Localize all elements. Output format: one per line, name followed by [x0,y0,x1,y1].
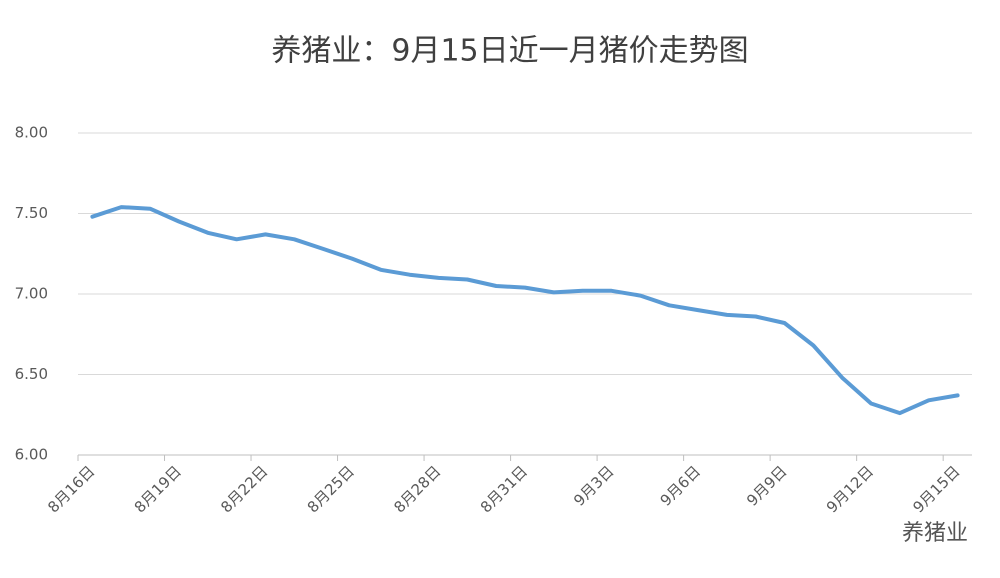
y-tick-label: 7.00 [15,285,48,303]
data-line [90,205,960,416]
y-tick-label: 8.00 [15,124,48,142]
watermark: 养猪业 [902,521,968,546]
y-tick-label: 7.50 [15,204,48,222]
chart-title: 养猪业：9月15日近一月猪价走势图 [271,34,748,69]
y-tick-label: 6.50 [15,365,48,383]
y-tick-label: 6.00 [15,446,48,464]
